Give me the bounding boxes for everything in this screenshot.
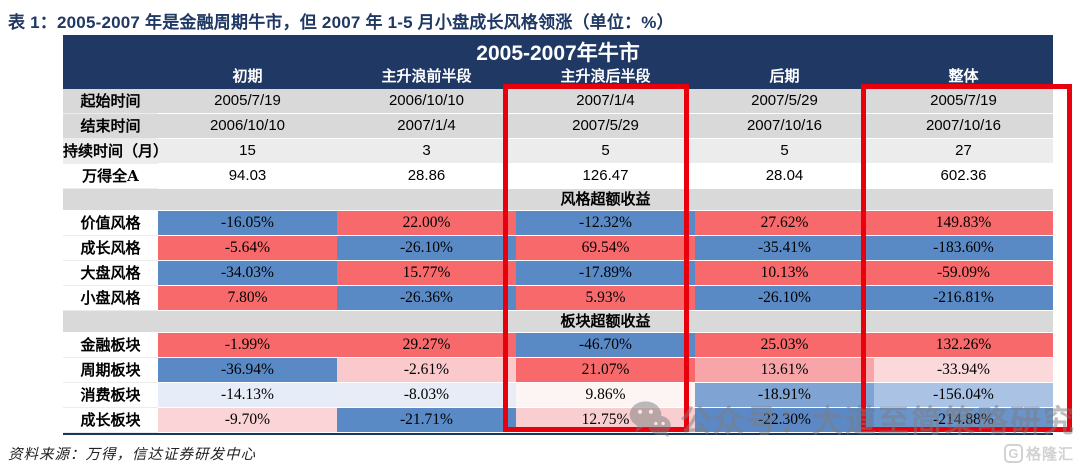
row-label: 金融板块 (63, 333, 158, 358)
data-cell: 15.77% (337, 261, 516, 286)
gelonghui-logo-text: 格隆汇 (1025, 446, 1074, 463)
info-cell: 2007/5/29 (516, 114, 695, 139)
source-note: 资料来源：万得，信达证券研发中心 (8, 447, 256, 463)
data-cell: -36.94% (158, 358, 337, 383)
data-cell: 21.07% (516, 358, 695, 383)
gelonghui-logo: G 格隆汇 (1003, 443, 1074, 464)
info-cell: 2007/5/29 (695, 89, 874, 114)
column-header: 主升浪前半段 (381, 67, 472, 85)
row-label: 起始时间 (63, 89, 158, 114)
data-cell: -21.71% (337, 408, 516, 433)
table-body: 起始时间 2005/7/19 2006/10/10 2007/1/4 2007/5/29… (63, 89, 1053, 433)
data-cell: -1.99% (158, 333, 337, 358)
gelonghui-icon: G (1003, 444, 1023, 463)
info-cell: 602.36 (874, 164, 1053, 189)
row-label: 成长风格 (63, 236, 158, 261)
table-header-title: 2005-2007年牛市 (476, 42, 640, 65)
info-cell: 94.03 (158, 164, 337, 189)
data-cell: -26.10% (695, 286, 874, 311)
data-cell: -35.41% (695, 236, 874, 261)
info-cell: 2007/1/4 (516, 89, 695, 114)
page-title: 表 1：2005-2007 年是金融周期牛市，但 2007 年 1-5 月小盘成… (8, 13, 674, 32)
data-cell: 10.13% (695, 261, 874, 286)
info-cell: 2006/10/10 (158, 114, 337, 139)
row-label: 小盘风格 (63, 286, 158, 311)
highlight-box-overall (861, 84, 1072, 432)
data-cell: -5.64% (158, 236, 337, 261)
info-cell: 2007/10/16 (874, 114, 1053, 139)
data-cell: -156.04% (874, 383, 1053, 408)
data-cell: 22.00% (337, 211, 516, 236)
data-cell: -9.70% (158, 408, 337, 433)
data-cell: -26.10% (337, 236, 516, 261)
data-cell: -34.03% (158, 261, 337, 286)
data-cell: -183.60% (874, 236, 1053, 261)
data-cell: 132.26% (874, 333, 1053, 358)
info-cell: 5 (695, 139, 874, 164)
info-cell: 3 (337, 139, 516, 164)
data-cell: 9.86% (516, 383, 695, 408)
data-cell: -46.70% (516, 333, 695, 358)
data-cell: -22.30% (695, 408, 874, 433)
info-cell: 126.47 (516, 164, 695, 189)
data-cell: -12.32% (516, 211, 695, 236)
column-header-row: 初期 主升浪前半段 主升浪后半段 后期 整体 (63, 66, 1053, 89)
section-header: 板块超额收益 (63, 311, 1053, 333)
data-cell: -18.91% (695, 383, 874, 408)
data-cell: -2.61% (337, 358, 516, 383)
data-cell: 5.93% (516, 286, 695, 311)
data-cell: -8.03% (337, 383, 516, 408)
data-cell: -17.89% (516, 261, 695, 286)
column-header-spacer (63, 66, 158, 89)
data-cell: 7.80% (158, 286, 337, 311)
column-header: 后期 (769, 67, 800, 85)
row-label: 消费板块 (63, 383, 158, 408)
row-label: 持续时间（月） (63, 139, 158, 164)
column-header: 初期 (232, 67, 263, 85)
info-cell: 27 (874, 139, 1053, 164)
row-label: 价值风格 (63, 211, 158, 236)
row-label: 大盘风格 (63, 261, 158, 286)
row-label: 成长板块 (63, 408, 158, 433)
info-cell: 28.86 (337, 164, 516, 189)
info-cell: 2007/1/4 (337, 114, 516, 139)
row-label: 周期板块 (63, 358, 158, 383)
data-cell: -14.13% (158, 383, 337, 408)
data-cell: 69.54% (516, 236, 695, 261)
data-cell: 149.83% (874, 211, 1053, 236)
data-cell: -59.09% (874, 261, 1053, 286)
info-cell: 2006/10/10 (337, 89, 516, 114)
table-header-band: 2005-2007年牛市 初期 主升浪前半段 主升浪后半段 后期 整体 (63, 35, 1053, 89)
data-cell: 27.62% (695, 211, 874, 236)
info-cell: 5 (516, 139, 695, 164)
info-cell: 2005/7/19 (158, 89, 337, 114)
data-cell: 25.03% (695, 333, 874, 358)
info-cell: 2007/10/16 (695, 114, 874, 139)
bull-market-table: 2005-2007年牛市 初期 主升浪前半段 主升浪后半段 后期 整体 起始时间 2005… (63, 35, 1053, 435)
data-cell: -26.36% (337, 286, 516, 311)
row-label: 结束时间 (63, 114, 158, 139)
data-cell: -16.05% (158, 211, 337, 236)
info-cell: 28.04 (695, 164, 874, 189)
data-cell: -33.94% (874, 358, 1053, 383)
data-cell: 13.61% (695, 358, 874, 383)
column-header: 主升浪后半段 (560, 67, 651, 85)
data-cell: 29.27% (337, 333, 516, 358)
info-cell: 2005/7/19 (874, 89, 1053, 114)
row-label: 万得全A (63, 164, 158, 189)
highlight-box-main-wave-late (503, 84, 689, 432)
section-header: 风格超额收益 (63, 189, 1053, 211)
column-header: 整体 (948, 67, 979, 85)
data-cell: -216.81% (874, 286, 1053, 311)
info-cell: 15 (158, 139, 337, 164)
